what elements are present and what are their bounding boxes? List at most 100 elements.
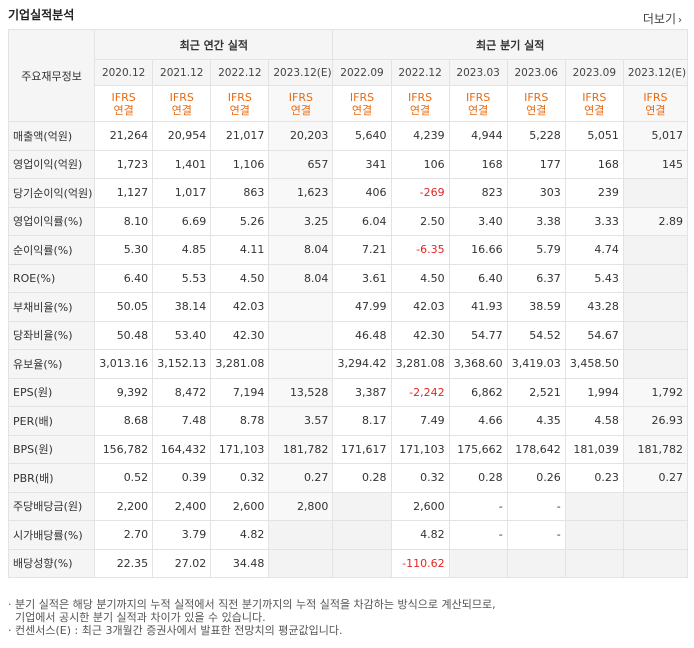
table-cell: 0.28 [332, 463, 392, 493]
table-cell: 8.17 [332, 406, 392, 436]
table-cell: 2,400 [152, 491, 212, 521]
table-cell: 42.30 [390, 320, 450, 350]
table-cell: 42.03 [210, 292, 270, 322]
table-cell: 43.28 [564, 292, 624, 322]
period-header: 2021.12 [152, 59, 212, 86]
table-cell: 5.53 [152, 263, 212, 293]
table-cell: 0.23 [564, 463, 624, 493]
table-cell: 5.79 [506, 235, 566, 265]
table-cell: 8.10 [94, 206, 154, 236]
table-cell: 2.89 [622, 206, 689, 236]
table-cell: 2,600 [210, 491, 270, 521]
row-label: 영업이익률(%) [7, 206, 96, 236]
table-cell: -269 [390, 178, 450, 208]
table-cell [564, 491, 624, 521]
table-cell: 26.93 [622, 406, 689, 436]
table-cell: 3.25 [268, 206, 334, 236]
ifrs-basis-label: IFRS 연결 [94, 85, 154, 122]
chevron-right-icon: › [678, 15, 682, 26]
row-label: 매출액(억원) [7, 121, 96, 151]
row-label: 유보율(%) [7, 349, 96, 379]
table-cell: - [448, 491, 508, 521]
row-label: 당기순이익(억원) [7, 178, 96, 208]
ifrs-label: IFRS [169, 90, 194, 104]
table-cell: 7.49 [390, 406, 450, 436]
table-cell: 1,127 [94, 178, 154, 208]
table-cell [622, 520, 689, 550]
table-cell: 6.40 [448, 263, 508, 293]
table-cell [268, 292, 334, 322]
table-cell [622, 178, 689, 208]
table-cell: 1,623 [268, 178, 334, 208]
table-cell [268, 349, 334, 379]
corner-header: 주요재무정보 [7, 29, 96, 122]
consolidated-label: 연결 [584, 103, 605, 117]
row-label: 당좌비율(%) [7, 320, 96, 350]
table-cell: 22.35 [94, 548, 154, 578]
row-label: ROE(%) [7, 263, 96, 293]
table-row: 부채비율(%) 50.05 38.14 42.03 47.99 42.03 41.93 38.… [7, 292, 689, 322]
table-cell: 5.26 [210, 206, 270, 236]
table-cell: 0.28 [448, 463, 508, 493]
table-cell: 8.68 [94, 406, 154, 436]
table-cell: 4.74 [564, 235, 624, 265]
table-cell: 1,401 [152, 149, 212, 179]
table-cell: 177 [506, 149, 566, 179]
table-cell: 50.05 [94, 292, 154, 322]
table-cell: 156,782 [94, 434, 154, 464]
ifrs-label: IFRS [582, 90, 607, 104]
table-cell: 9,392 [94, 377, 154, 407]
ifrs-label: IFRS [643, 90, 668, 104]
table-cell: 21,264 [94, 121, 154, 151]
table-cell [622, 320, 689, 350]
table-cell: 1,106 [210, 149, 270, 179]
table-cell: 0.26 [506, 463, 566, 493]
table-cell: 823 [448, 178, 508, 208]
table-cell: 0.27 [268, 463, 334, 493]
table-cell: 7,194 [210, 377, 270, 407]
table-cell: 181,782 [268, 434, 334, 464]
table-cell [622, 292, 689, 322]
table-cell: 38.14 [152, 292, 212, 322]
table-cell: 175,662 [448, 434, 508, 464]
table-row: 순이익률(%) 5.30 4.85 4.11 8.04 7.21 -6.35 16.66 5.7… [7, 235, 689, 265]
table-cell: 239 [564, 178, 624, 208]
table-cell: 13,528 [268, 377, 334, 407]
more-link[interactable]: 더보기 › [643, 10, 682, 27]
table-cell: 4.85 [152, 235, 212, 265]
table-cell: 4,944 [448, 121, 508, 151]
table-cell: 5.30 [94, 235, 154, 265]
table-cell: 0.32 [390, 463, 450, 493]
table-cell: 47.99 [332, 292, 392, 322]
row-label: PER(배) [7, 406, 96, 436]
ifrs-basis-label: IFRS 연결 [332, 85, 392, 122]
more-link-label[interactable]: 더보기 [642, 12, 676, 26]
table-cell [332, 520, 392, 550]
table-cell: 303 [506, 178, 566, 208]
ifrs-label: IFRS [288, 90, 313, 104]
table-cell: 1,723 [94, 149, 154, 179]
table-cell: -110.62 [390, 548, 450, 578]
table-cell: 54.52 [506, 320, 566, 350]
table-cell: -6.35 [390, 235, 450, 265]
table-cell: 0.39 [152, 463, 212, 493]
ifrs-label: IFRS [466, 90, 491, 104]
table-cell: 4.66 [448, 406, 508, 436]
table-cell: 178,642 [506, 434, 566, 464]
table-cell: 8.04 [268, 263, 334, 293]
table-cell: 5,051 [564, 121, 624, 151]
table-cell: 41.93 [448, 292, 508, 322]
section-title: 기업실적분석 [8, 8, 75, 22]
table-cell: 5,640 [332, 121, 392, 151]
table-cell: 6.40 [94, 263, 154, 293]
table-cell: 20,954 [152, 121, 212, 151]
table-cell: 3.33 [564, 206, 624, 236]
table-cell: 5.43 [564, 263, 624, 293]
table-row: 유보율(%) 3,013.16 3,152.13 3,281.08 3,294.42 3,… [7, 349, 689, 379]
ifrs-basis-label: IFRS 연결 [152, 85, 212, 122]
row-label: 영업이익(억원) [7, 149, 96, 179]
table-row: 주당배당금(원) 2,200 2,400 2,600 2,800 2,600- - [7, 491, 689, 521]
table-row: 당기순이익(억원) 1,127 1,017 863 1,623 406 -269 823 303… [7, 178, 689, 208]
table-cell: 4.50 [210, 263, 270, 293]
consolidated-label: 연결 [645, 103, 666, 117]
